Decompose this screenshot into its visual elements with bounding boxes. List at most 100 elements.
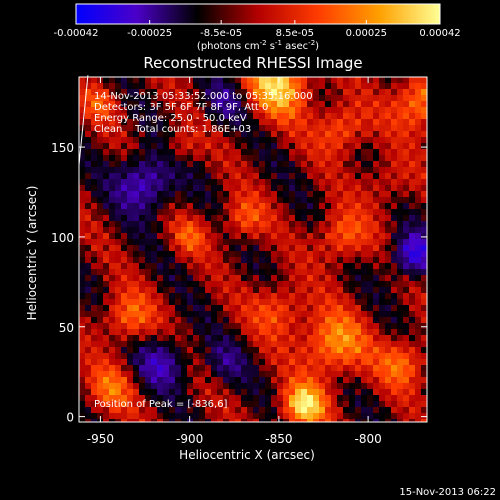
heatmap-cell <box>271 167 278 174</box>
heatmap-cell <box>187 179 194 186</box>
heatmap-cell <box>265 203 272 210</box>
heatmap-cell <box>223 305 230 312</box>
heatmap-cell <box>109 251 116 258</box>
heatmap-cell <box>103 227 110 234</box>
heatmap-cell <box>229 119 236 126</box>
heatmap-cell <box>331 143 338 150</box>
heatmap-cell <box>319 353 326 360</box>
heatmap-cell <box>85 77 92 84</box>
heatmap-cell <box>289 221 296 228</box>
heatmap-cell <box>97 119 104 126</box>
heatmap-cell <box>343 101 350 108</box>
heatmap-cell <box>289 341 296 348</box>
heatmap-cell <box>133 395 140 402</box>
heatmap-cell <box>85 305 92 312</box>
heatmap-cell <box>331 299 338 306</box>
heatmap-cell <box>241 233 248 240</box>
heatmap-cell <box>97 89 104 96</box>
heatmap-cell <box>139 377 146 384</box>
heatmap-cell <box>79 233 86 240</box>
heatmap-cell <box>355 143 362 150</box>
heatmap-cell <box>139 203 146 210</box>
heatmap-cell <box>319 101 326 108</box>
heatmap-cell <box>223 185 230 192</box>
heatmap-cell <box>307 383 314 390</box>
heatmap-cell <box>391 281 398 288</box>
heatmap-cell <box>259 149 266 156</box>
heatmap-cell <box>127 83 134 90</box>
heatmap-cell <box>193 269 200 276</box>
heatmap-cell <box>109 419 116 422</box>
heatmap-cell <box>265 215 272 222</box>
heatmap-cell <box>349 89 356 96</box>
heatmap-cell <box>235 215 242 222</box>
heatmap-cell <box>229 89 236 96</box>
heatmap-cell <box>253 401 260 408</box>
heatmap-cell <box>163 161 170 168</box>
heatmap-cell <box>349 329 356 336</box>
heatmap-cell <box>289 233 296 240</box>
heatmap-cell <box>229 131 236 138</box>
heatmap-cell <box>193 185 200 192</box>
heatmap-cell <box>355 221 362 228</box>
heatmap-cell <box>247 209 254 216</box>
heatmap-cell <box>247 251 254 258</box>
heatmap-cell <box>295 419 302 422</box>
heatmap-cell <box>157 413 164 420</box>
heatmap-cell <box>145 311 152 318</box>
heatmap-cell <box>223 155 230 162</box>
heatmap-cell <box>415 215 422 222</box>
heatmap-cell <box>187 377 194 384</box>
heatmap-cell <box>397 365 404 372</box>
heatmap-cell <box>265 227 272 234</box>
heatmap-cell <box>337 131 344 138</box>
heatmap-cell <box>343 407 350 414</box>
heatmap-cell <box>79 341 86 348</box>
heatmap-cell <box>235 275 242 282</box>
heatmap-cell <box>127 221 134 228</box>
heatmap-cell <box>97 251 104 258</box>
heatmap-cell <box>295 377 302 384</box>
heatmap-cell <box>265 125 272 132</box>
heatmap-cell <box>409 191 416 198</box>
heatmap-cell <box>199 389 206 396</box>
heatmap-cell <box>379 149 386 156</box>
heatmap-cell <box>145 317 152 324</box>
heatmap-cell <box>217 89 224 96</box>
heatmap-cell <box>151 119 158 126</box>
heatmap-cell <box>319 203 326 210</box>
heatmap-cell <box>421 89 427 96</box>
heatmap-cell <box>115 161 122 168</box>
heatmap-cell <box>145 245 152 252</box>
heatmap-cell <box>307 353 314 360</box>
heatmap-cell <box>403 161 410 168</box>
heatmap-cell <box>277 251 284 258</box>
heatmap-cell <box>103 251 110 258</box>
heatmap-cell <box>421 101 427 108</box>
heatmap-cell <box>193 179 200 186</box>
heatmap-cell <box>319 377 326 384</box>
heatmap-cell <box>199 305 206 312</box>
heatmap-cell <box>241 125 248 132</box>
heatmap-cell <box>271 305 278 312</box>
heatmap-cell <box>313 335 320 342</box>
heatmap-cell <box>337 119 344 126</box>
heatmap-cell <box>175 293 182 300</box>
heatmap-cell <box>415 275 422 282</box>
heatmap-cell <box>373 389 380 396</box>
heatmap-cell <box>295 407 302 414</box>
heatmap-cell <box>271 287 278 294</box>
heatmap-cell <box>271 77 278 84</box>
heatmap-cell <box>289 407 296 414</box>
heatmap-cell <box>283 401 290 408</box>
heatmap-cell <box>259 221 266 228</box>
heatmap-cell <box>361 281 368 288</box>
heatmap-cell <box>211 89 218 96</box>
heatmap-cell <box>241 179 248 186</box>
heatmap-cell <box>205 305 212 312</box>
heatmap-cell <box>169 275 176 282</box>
heatmap-cell <box>241 395 248 402</box>
heatmap-cell <box>337 167 344 174</box>
heatmap-cell <box>139 221 146 228</box>
heatmap-cell <box>127 95 134 102</box>
